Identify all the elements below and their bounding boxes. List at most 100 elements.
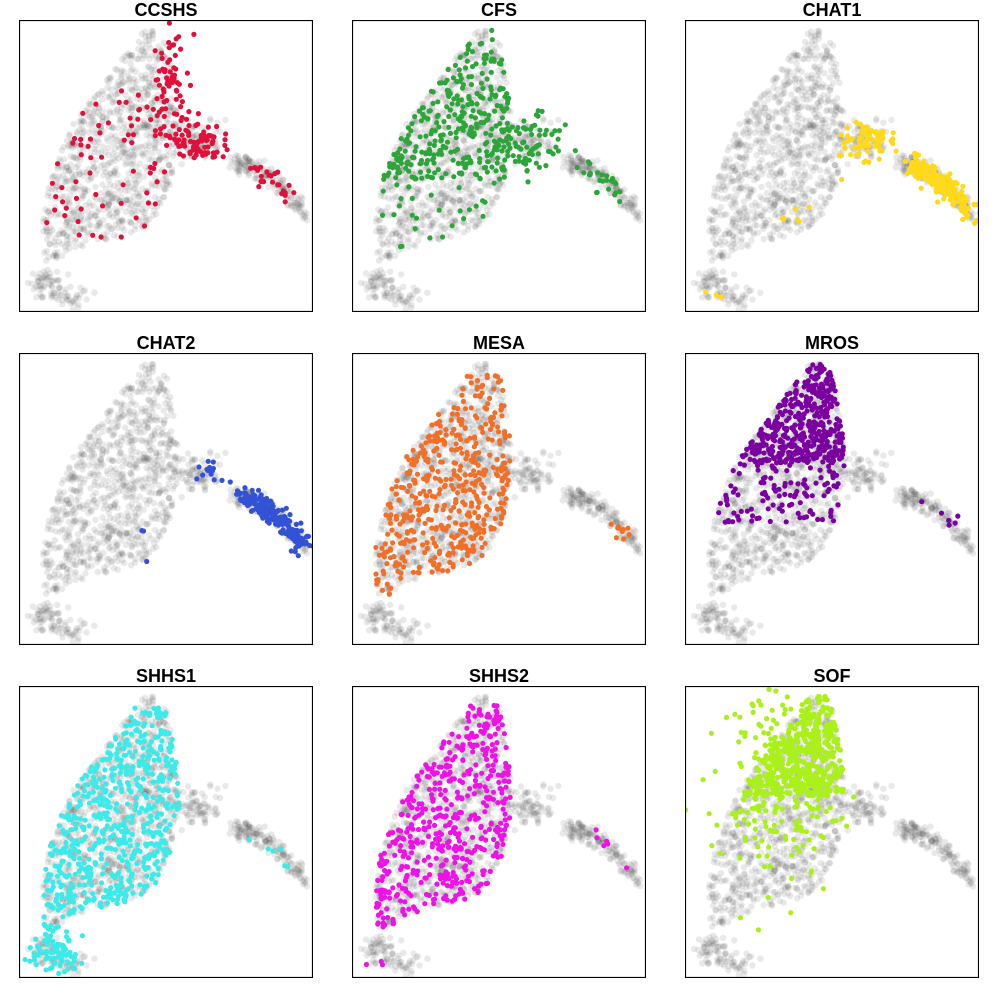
background-point: [232, 164, 239, 171]
background-point: [61, 289, 69, 296]
background-point: [134, 549, 142, 557]
background-point: [627, 199, 634, 206]
background-point: [468, 200, 475, 207]
background-point: [753, 202, 760, 210]
background-point: [373, 277, 381, 285]
background-point: [742, 170, 750, 178]
background-point: [793, 114, 801, 121]
background-point: [54, 165, 61, 172]
highlight-point: [411, 155, 417, 161]
background-point: [417, 231, 424, 238]
background-point: [805, 104, 812, 112]
background-point: [737, 185, 744, 192]
background-point: [815, 69, 822, 76]
background-point: [783, 198, 790, 205]
highlight-point: [99, 154, 105, 160]
background-point: [131, 104, 138, 111]
background-point: [771, 144, 778, 151]
background-point: [808, 214, 816, 222]
background-point: [790, 200, 797, 207]
background-point: [700, 277, 707, 284]
background-point: [704, 294, 712, 301]
background-point: [450, 179, 458, 186]
background-point: [413, 287, 420, 295]
background-point: [756, 202, 763, 209]
background-point: [714, 193, 721, 200]
background-point: [430, 196, 437, 204]
background-point: [58, 585, 66, 593]
background-point: [801, 88, 809, 96]
highlight-point: [412, 226, 418, 232]
background-point: [755, 136, 763, 144]
background-point: [567, 168, 574, 175]
background-point: [628, 201, 636, 208]
background-point: [120, 149, 128, 156]
background-point: [42, 539, 49, 546]
background-point: [55, 276, 63, 284]
background-point: [168, 168, 176, 175]
background-point: [760, 216, 767, 223]
background-point: [125, 154, 132, 161]
background-point: [374, 271, 382, 278]
background-point: [112, 542, 120, 550]
background-point: [48, 282, 55, 290]
background-point: [826, 74, 833, 81]
background-point: [478, 33, 485, 40]
background-point: [99, 96, 106, 103]
background-point: [427, 136, 434, 143]
background-point: [62, 580, 69, 587]
background-point: [62, 247, 69, 254]
background-point: [191, 132, 198, 139]
highlight-point: [516, 154, 522, 160]
background-point: [198, 124, 206, 131]
background-point: [168, 102, 175, 109]
highlight-point: [434, 120, 440, 126]
background-point: [173, 480, 180, 488]
background-point: [56, 284, 63, 291]
background-point: [832, 67, 840, 75]
background-point: [635, 212, 642, 220]
background-point: [122, 516, 129, 523]
background-point: [128, 101, 135, 108]
background-point: [735, 297, 743, 305]
background-point: [64, 240, 71, 248]
background-point: [99, 118, 106, 125]
background-point: [754, 101, 761, 108]
highlight-point: [840, 140, 847, 146]
background-point: [64, 177, 71, 184]
background-point: [730, 218, 737, 225]
background-point: [761, 138, 768, 146]
background-point: [281, 183, 288, 190]
background-point: [756, 117, 764, 125]
background-point: [133, 448, 140, 456]
background-point: [555, 116, 562, 124]
background-point: [62, 178, 70, 186]
highlight-point: [435, 167, 441, 173]
highlight-point: [446, 124, 452, 130]
background-point: [53, 183, 60, 191]
background-point: [385, 294, 392, 302]
background-point: [743, 120, 751, 127]
background-point: [160, 185, 168, 192]
background-point: [369, 274, 377, 281]
background-point: [143, 217, 150, 225]
highlight-point: [170, 74, 176, 80]
background-point: [128, 434, 135, 441]
background-point: [55, 285, 63, 292]
background-point: [441, 195, 448, 202]
background-point: [736, 120, 743, 128]
background-point: [814, 84, 821, 91]
background-point: [706, 268, 714, 275]
background-point: [798, 122, 805, 130]
background-point: [383, 289, 391, 296]
background-point: [63, 233, 70, 240]
background-point: [544, 140, 552, 147]
background-point: [799, 78, 806, 85]
background-point: [80, 217, 87, 224]
highlight-point: [930, 166, 936, 172]
background-point: [101, 165, 108, 173]
background-point: [794, 211, 802, 218]
background-point: [376, 229, 384, 236]
background-point: [472, 223, 479, 230]
background-point: [106, 109, 114, 117]
